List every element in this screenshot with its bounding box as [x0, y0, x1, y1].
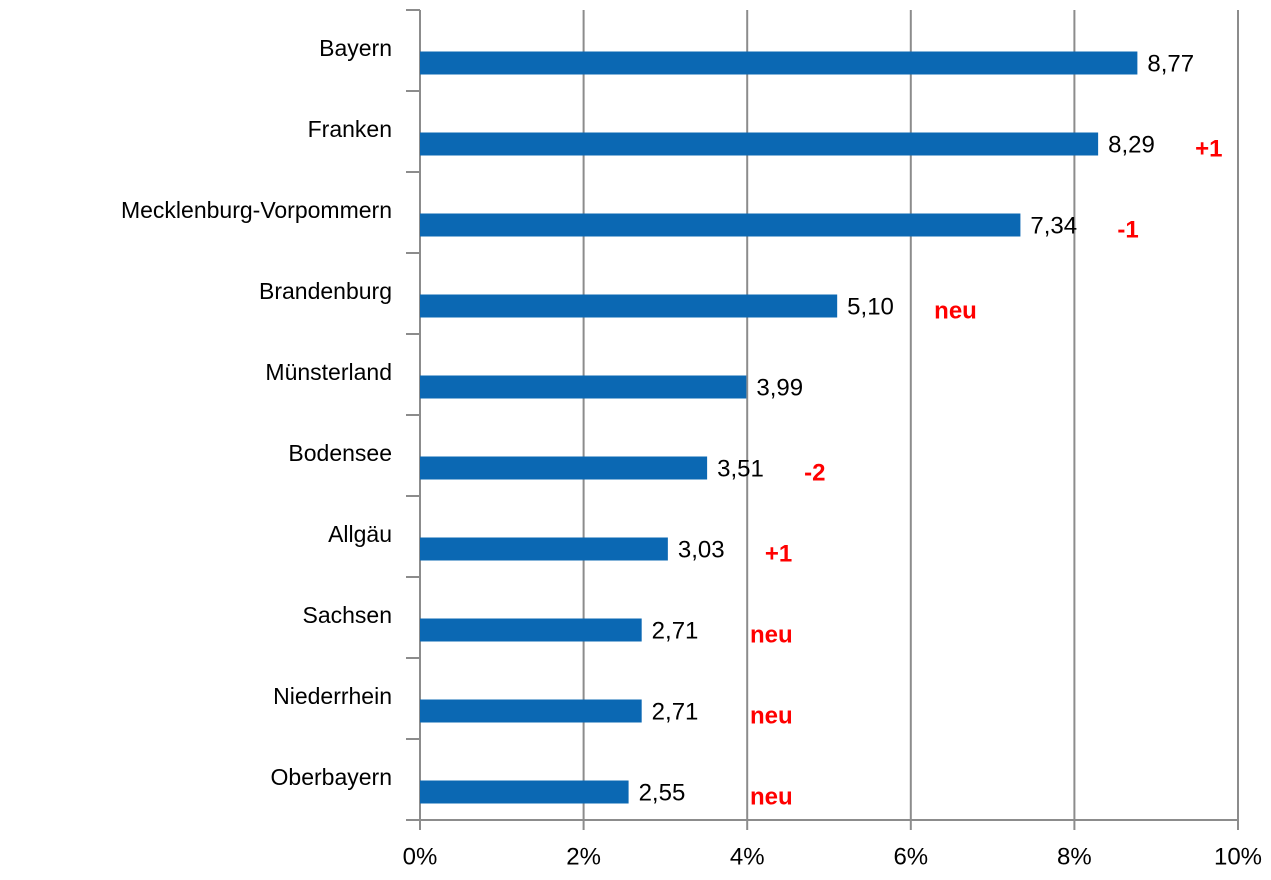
category-label: Sachsen: [302, 602, 392, 628]
bar: [420, 375, 747, 399]
category-label: Allgäu: [328, 521, 392, 547]
category-label: Brandenburg: [259, 278, 392, 304]
change-annotation: -1: [1117, 216, 1138, 243]
x-tick-label: 0%: [403, 843, 438, 870]
bar: [420, 132, 1099, 156]
value-label: 3,99: [756, 374, 803, 401]
value-label: 8,77: [1147, 50, 1194, 77]
x-tick-label: 8%: [1057, 843, 1092, 870]
change-annotation: -2: [804, 459, 825, 486]
category-label: Bodensee: [288, 440, 392, 466]
value-label: 3,03: [678, 536, 725, 563]
x-tick-label: 4%: [730, 843, 765, 870]
bar: [420, 699, 642, 723]
value-label: 2,71: [652, 698, 699, 725]
category-label: Münsterland: [265, 359, 392, 385]
x-tick-label: 10%: [1214, 843, 1262, 870]
change-annotation: +1: [1195, 135, 1222, 162]
bar: [420, 294, 838, 318]
value-label: 5,10: [847, 293, 894, 320]
bar: [420, 618, 642, 642]
category-label: Bayern: [319, 35, 392, 61]
change-annotation: neu: [750, 783, 793, 810]
category-label: Franken: [308, 116, 392, 142]
value-label: 2,55: [639, 779, 686, 806]
bar: [420, 537, 668, 561]
value-label: 2,71: [652, 617, 699, 644]
bar: [420, 456, 708, 480]
bar: [420, 213, 1021, 237]
change-annotation: neu: [934, 297, 977, 324]
x-tick-label: 2%: [566, 843, 601, 870]
change-annotation: +1: [765, 540, 792, 567]
change-annotation: neu: [750, 621, 793, 648]
category-label: Niederrhein: [273, 683, 392, 709]
value-label: 3,51: [717, 455, 764, 482]
change-annotation: neu: [750, 702, 793, 729]
bar: [420, 780, 629, 804]
bar: [420, 51, 1138, 75]
category-label: Oberbayern: [271, 764, 392, 790]
value-label: 7,34: [1030, 212, 1077, 239]
value-label: 8,29: [1108, 131, 1155, 158]
x-tick-label: 6%: [893, 843, 928, 870]
category-label: Mecklenburg-Vorpommern: [121, 197, 392, 223]
